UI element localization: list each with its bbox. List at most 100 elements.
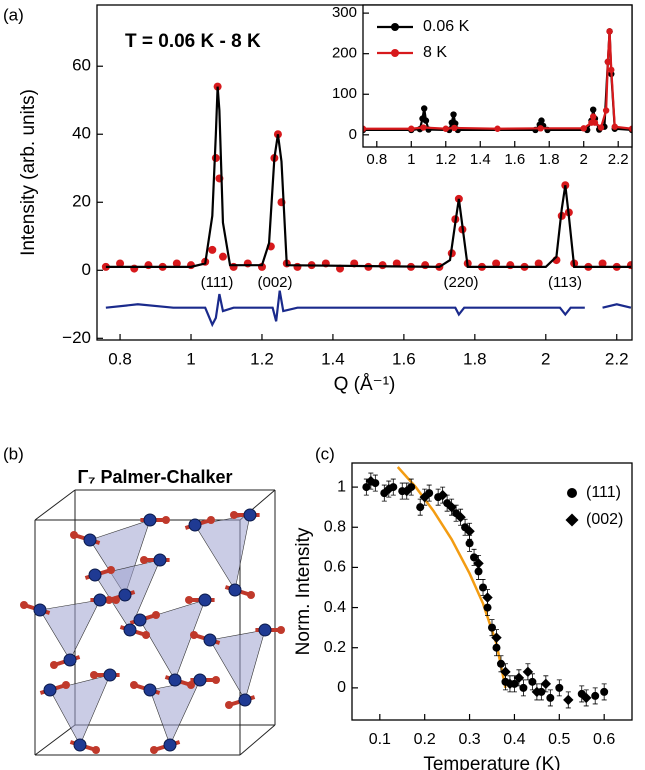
annotation: (002) <box>257 274 292 291</box>
panel-label: (a) <box>3 5 24 24</box>
spin-head <box>130 681 138 689</box>
atom <box>198 593 212 607</box>
spin-head <box>107 566 115 574</box>
marker <box>479 583 488 592</box>
marker <box>591 691 600 700</box>
plot-area <box>352 463 632 720</box>
marker <box>600 687 609 696</box>
spin-head <box>162 516 170 524</box>
atom <box>118 588 132 602</box>
legend-marker <box>565 513 579 527</box>
atom <box>163 738 177 752</box>
y-axis-label: Norm. Intensity <box>293 527 314 655</box>
spin-head <box>230 511 238 519</box>
cell-edge <box>34 724 76 756</box>
structure-title: Γ₇ Palmer-Chalker <box>77 467 232 487</box>
marker <box>491 632 502 643</box>
y-tick-label: 0.2 <box>324 639 346 656</box>
atom <box>73 738 87 752</box>
marker <box>401 485 412 497</box>
marker <box>416 503 425 512</box>
marker <box>580 125 587 132</box>
cell-edge <box>239 724 276 756</box>
marker <box>421 261 430 270</box>
y-tick-label: 200 <box>332 45 357 62</box>
atom <box>83 533 97 547</box>
marker <box>581 692 592 704</box>
spin-head <box>207 516 215 524</box>
legend-label: 8 K <box>423 44 447 61</box>
spin-head <box>150 746 158 754</box>
legend-marker <box>567 488 577 498</box>
atom <box>143 683 157 697</box>
x-tick-label: 2.2 <box>608 151 629 168</box>
y-tick-label: 1 <box>337 478 346 495</box>
marker <box>383 483 394 495</box>
spin-head <box>152 611 160 619</box>
atom <box>63 653 77 667</box>
atom <box>243 508 257 522</box>
tetrahedron <box>89 519 151 596</box>
x-tick-label: 0.4 <box>503 731 525 748</box>
marker <box>482 592 493 603</box>
atom <box>143 513 157 527</box>
marker <box>628 125 632 132</box>
crystal-structure <box>20 489 285 756</box>
legend-marker <box>391 23 399 31</box>
marker <box>534 259 543 268</box>
y-tick-label: 0 <box>337 679 346 696</box>
tetrahedron <box>139 599 206 681</box>
marker <box>528 677 537 686</box>
marker <box>531 686 543 698</box>
marker <box>606 28 613 35</box>
marker <box>546 693 555 702</box>
plot <box>363 28 632 134</box>
x-axis-label: Temperature (K) <box>423 754 560 770</box>
marker <box>494 125 501 132</box>
atom <box>33 603 47 617</box>
spin-head <box>185 596 193 604</box>
y-tick-label: 20 <box>72 192 91 211</box>
marker <box>419 491 430 503</box>
x-axis-label: Q (Å⁻¹) <box>334 374 396 395</box>
marker <box>442 125 449 132</box>
atom <box>228 583 242 597</box>
cell-edge <box>34 489 76 521</box>
atom <box>168 673 182 687</box>
marker <box>500 666 511 678</box>
x-tick-label: 1.2 <box>435 151 456 168</box>
marker <box>555 683 564 692</box>
x-tick-label: 0.8 <box>108 349 132 368</box>
x-tick-label: 1 <box>407 151 415 168</box>
marker <box>473 558 484 569</box>
marker <box>590 113 597 120</box>
panel-label: (b) <box>3 444 24 463</box>
spin-head <box>92 746 100 754</box>
marker <box>591 119 599 126</box>
tetrahedron <box>39 599 101 661</box>
y-tick-label: −20 <box>62 328 91 347</box>
x-tick-label: 1.8 <box>539 151 560 168</box>
marker <box>420 124 427 131</box>
atom <box>203 633 217 647</box>
marker <box>464 526 475 537</box>
x-tick-label: 0.6 <box>593 731 615 748</box>
marker <box>608 66 615 74</box>
x-tick-label: 0.5 <box>548 731 570 748</box>
chart: 0.1 0.2 0.3 0.4 0.5 0.6 0 0.2 0.4 0.6 0.8 1 Temperat… <box>293 444 633 770</box>
marker <box>218 252 227 261</box>
marker <box>519 683 528 692</box>
legend-label: (111) <box>586 484 621 501</box>
annotation: (111) <box>201 274 234 291</box>
x-tick-label: 1.6 <box>504 151 525 168</box>
spin-head <box>62 681 70 689</box>
panel-label: (c) <box>315 444 335 463</box>
atom <box>133 613 147 627</box>
marker <box>451 124 458 132</box>
atom <box>123 623 137 637</box>
marker <box>602 107 610 114</box>
atom <box>193 673 207 687</box>
spin-head <box>190 631 198 639</box>
plot <box>101 82 632 328</box>
tetrahedron <box>49 674 111 746</box>
